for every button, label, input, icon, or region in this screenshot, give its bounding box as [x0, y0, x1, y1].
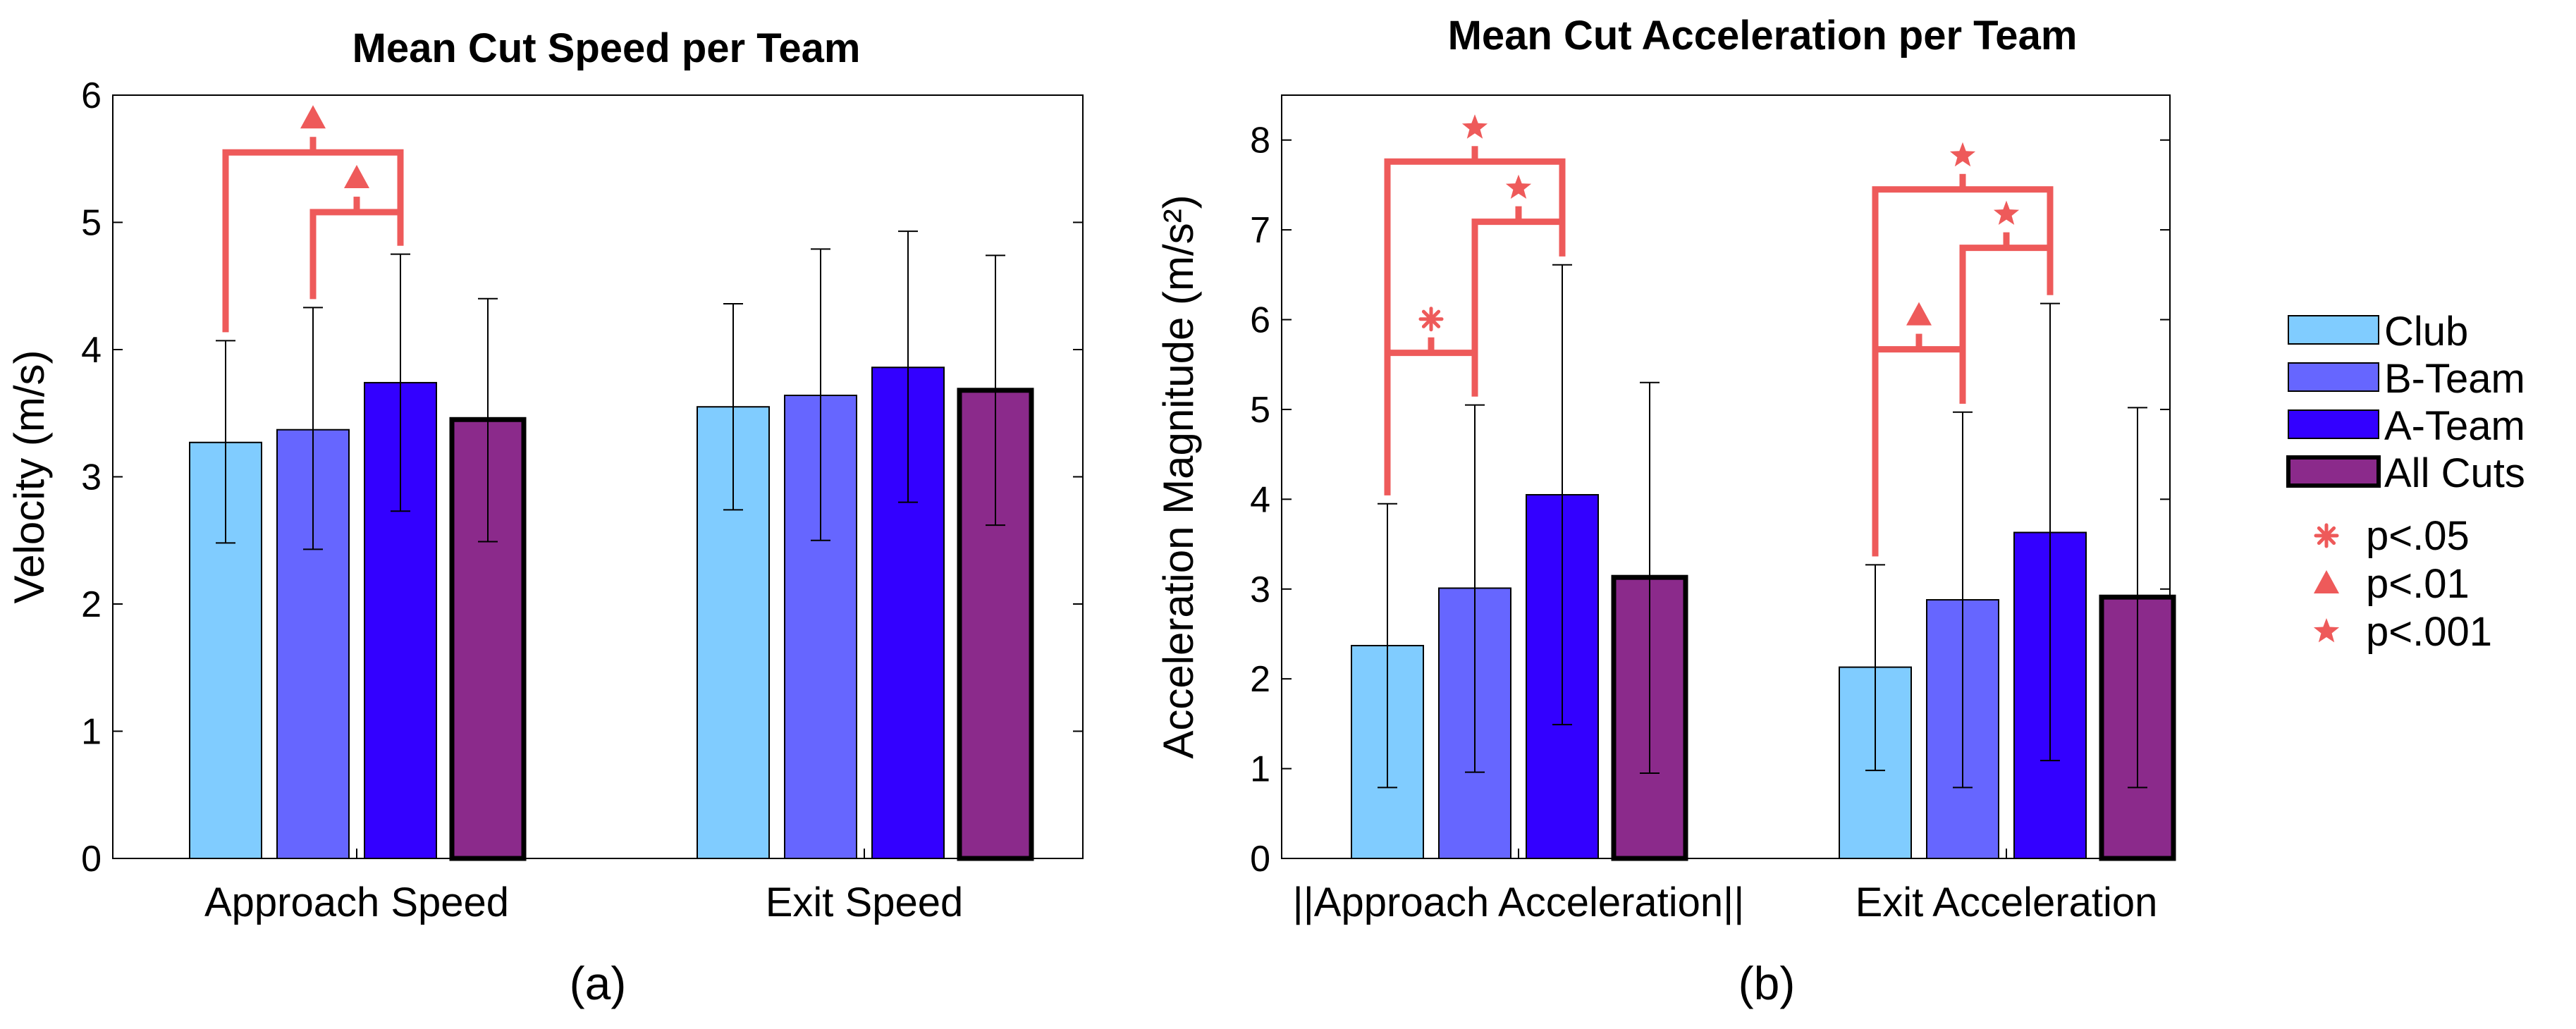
significance-star-icon	[1993, 200, 2020, 225]
significance-bracket	[1384, 158, 1566, 495]
significance-asterisk-icon	[1418, 307, 1444, 332]
chart-title: Mean Cut Acceleration per Team	[1448, 13, 2078, 58]
x-tick-label: Approach Speed	[204, 880, 509, 925]
legend-swatch-a-team	[2288, 409, 2379, 439]
significance-triangle-icon	[300, 105, 326, 129]
legend-significance-label: p<.05	[2366, 513, 2470, 559]
legend-swatch-club	[2288, 315, 2379, 345]
legend-label: Club	[2384, 309, 2468, 355]
y-tick-label: 5	[81, 203, 102, 244]
y-tick-label: 0	[1250, 839, 1270, 880]
y-axis-label: Velocity (m/s)	[6, 350, 53, 603]
significance-triangle-icon	[344, 165, 369, 189]
y-tick-label: 7	[1250, 210, 1270, 251]
x-tick-label: ||Approach Acceleration||	[1293, 880, 1745, 925]
legend-label: All Cuts	[2384, 450, 2525, 496]
chart-title: Mean Cut Speed per Team	[352, 25, 861, 71]
significance-bracket	[1872, 346, 1966, 557]
chart-panel-b: Mean Cut Acceleration per Team 0 1 2 3 4 5 6 7 8 A…	[1155, 13, 2176, 1009]
y-tick-label: 5	[1250, 390, 1270, 431]
significance-bracket	[1384, 350, 1478, 495]
y-tick-label: 3	[1250, 569, 1270, 610]
legend-asterisk-icon	[2314, 523, 2339, 548]
y-tick-label: 6	[1250, 300, 1270, 341]
chart-panel-a: Mean Cut Speed per Team 0 1 2 3 4 5 6 Velocity (…	[6, 25, 1084, 1009]
legend-triangle-icon	[2314, 570, 2339, 593]
significance-bracket	[309, 209, 404, 300]
legend-significance-label: p<.001	[2366, 609, 2492, 655]
legend-asterisk-icon-stroke	[2317, 526, 2336, 546]
legend-swatch-all-cuts	[2286, 455, 2381, 488]
legend-label: B-Team	[2384, 356, 2525, 402]
significance-star-icon	[1949, 142, 1976, 167]
y-tick-label: 0	[81, 839, 102, 880]
legend-star-icon	[2313, 618, 2340, 643]
y-tick-label: 1	[1250, 749, 1270, 790]
x-tick-label: Exit Speed	[766, 880, 964, 925]
significance-bracket	[1959, 245, 2054, 404]
y-tick-label: 3	[81, 457, 102, 498]
y-tick-label: 8	[1250, 121, 1270, 161]
legend-significance-label: p<.01	[2366, 561, 2470, 607]
significance-star-icon	[1505, 174, 1532, 199]
y-tick-label: 2	[81, 584, 102, 625]
legend-swatch-b-team	[2288, 362, 2379, 392]
significance-bracket	[1471, 218, 1566, 397]
plot-area-frame	[1281, 94, 2171, 859]
significance-star-icon	[1461, 114, 1488, 139]
y-axis-label: Acceleration Magnitude (m/s²)	[1155, 195, 1202, 758]
y-tick-label: 4	[1250, 479, 1270, 520]
y-tick-label: 2	[1250, 659, 1270, 700]
significance-asterisk-icon-stroke	[1421, 309, 1441, 328]
y-tick-label: 1	[81, 712, 102, 753]
subfigure-label: (a)	[570, 957, 627, 1009]
legend-label: A-Team	[2384, 403, 2525, 449]
significance-triangle-icon	[1906, 302, 1932, 326]
subfigure-label: (b)	[1738, 957, 1796, 1009]
y-tick-label: 6	[81, 75, 102, 116]
x-tick-label: Exit Acceleration	[1856, 880, 2158, 925]
y-tick-label: 4	[81, 330, 102, 371]
